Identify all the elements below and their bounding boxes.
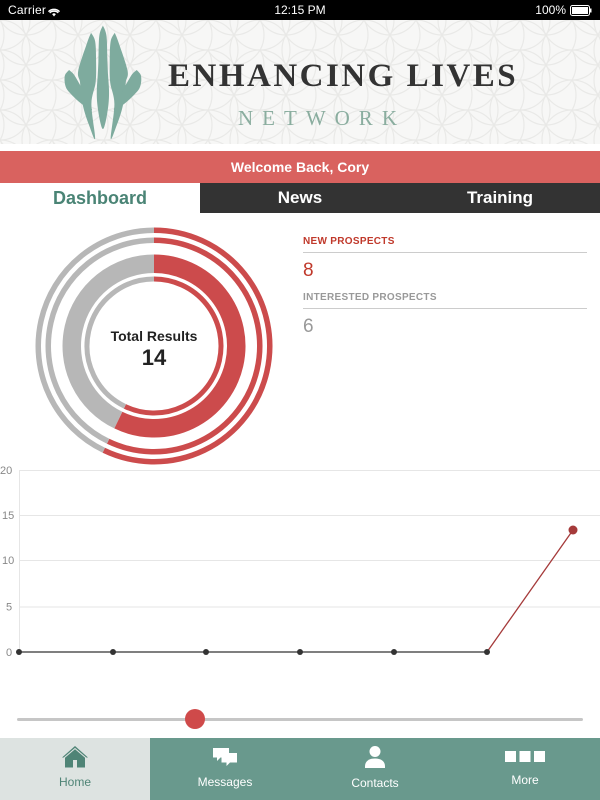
svg-text:5: 5: [6, 602, 12, 614]
svg-text:20: 20: [0, 465, 12, 477]
svg-text:15: 15: [2, 510, 14, 522]
svg-text:0: 0: [6, 647, 12, 659]
svg-text:10: 10: [2, 555, 14, 567]
